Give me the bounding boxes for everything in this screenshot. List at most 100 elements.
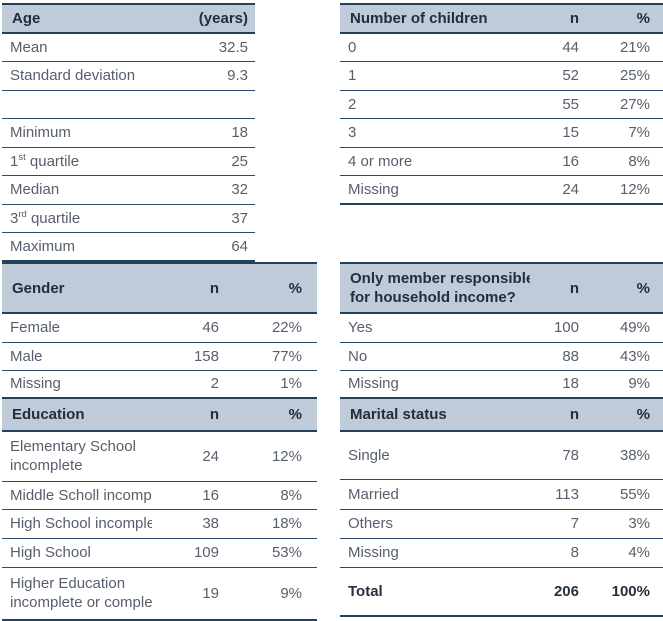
table-row: Missing 24 12% [340, 175, 663, 205]
row-pct: 9% [222, 567, 317, 621]
children-table: Number of children n % 0 44 21% 1 52 25%… [340, 3, 663, 205]
row-label: High School [2, 538, 152, 568]
n-column-header: n [530, 262, 585, 314]
row-label: Missing [340, 538, 530, 568]
n-column-header: n [530, 3, 585, 34]
row-label: 3rd quartile [2, 204, 179, 233]
row-pct: 1% [222, 370, 317, 399]
table-row: Maximum 64 [2, 232, 255, 262]
row-label: High School incomplete [2, 509, 152, 539]
row-n: 15 [530, 118, 585, 148]
row-value: 32.5 [179, 33, 255, 62]
row-n: 24 [152, 431, 222, 482]
row-n: 78 [530, 431, 585, 480]
row-value: 25 [179, 147, 255, 176]
table-row: Missing 18 9% [340, 370, 663, 399]
table-row: Others 7 3% [340, 509, 663, 539]
table-row: High School incomplete 38 18% [2, 509, 317, 539]
row-pct: 3% [585, 509, 663, 539]
n-column-header: n [152, 262, 222, 314]
row-value: 37 [179, 204, 255, 233]
table-row: Minimum 18 [2, 118, 255, 148]
row-label: Others [340, 509, 530, 539]
row-label: Female [2, 313, 152, 343]
pct-column-header: % [585, 262, 663, 314]
row-n: 18 [530, 370, 585, 399]
row-pct: 53% [222, 538, 317, 568]
row-pct: 43% [585, 342, 663, 371]
row-n: 100 [530, 313, 585, 343]
table-row: Median 32 [2, 175, 255, 205]
pct-column-header: % [585, 397, 663, 432]
age-table-unit-header: (years) [179, 3, 255, 34]
row-label: 1st quartile [2, 147, 179, 176]
row-n: 8 [530, 538, 585, 568]
row-pct: 4% [585, 538, 663, 568]
row-label: Missing [340, 370, 530, 399]
row-n: 88 [530, 342, 585, 371]
table-row: 1 52 25% [340, 61, 663, 91]
children-table-title: Number of children [340, 3, 530, 34]
row-label: Maximum [2, 232, 179, 262]
table-row: 3rd quartile 37 [2, 204, 255, 233]
row-n: 38 [152, 509, 222, 539]
table-row-blank [2, 90, 255, 119]
table-row: 4 or more 16 8% [340, 147, 663, 176]
row-n: 113 [530, 479, 585, 510]
gender-table-header-row: Gender n % [2, 262, 317, 314]
education-table-title: Education [2, 397, 152, 432]
n-column-header: n [152, 397, 222, 432]
row-n: 55 [530, 90, 585, 119]
row-label: Missing [340, 175, 530, 205]
income-table-header-row: Only member responsible for household in… [340, 262, 663, 314]
ordinal-suffix: rd [18, 208, 27, 220]
table-row: No 88 43% [340, 342, 663, 371]
row-label: Median [2, 175, 179, 205]
row-label: No [340, 342, 530, 371]
total-pct: 100% [585, 567, 663, 617]
row-n: 7 [530, 509, 585, 539]
row-pct: 38% [585, 431, 663, 480]
row-label: Higher Education incomplete or complete [2, 567, 152, 621]
row-value: 9.3 [179, 61, 255, 91]
row-label: 2 [340, 90, 530, 119]
row-label: Middle Scholl incomplete [2, 481, 152, 510]
table-row: Elementary School incomplete 24 12% [2, 431, 317, 482]
row-n: 52 [530, 61, 585, 91]
table-row: Female 46 22% [2, 313, 317, 343]
gender-table-title: Gender [2, 262, 152, 314]
row-n: 2 [152, 370, 222, 399]
row-n: 109 [152, 538, 222, 568]
row-label: Male [2, 342, 152, 371]
row-pct: 12% [222, 431, 317, 482]
row-label: Missing [2, 370, 152, 399]
row-n: 16 [152, 481, 222, 510]
row-label [2, 90, 179, 119]
row-label: 0 [340, 33, 530, 62]
income-marital-table: Only member responsible for household in… [340, 262, 663, 617]
table-row: High School 109 53% [2, 538, 317, 568]
row-value: 64 [179, 232, 255, 262]
row-label: Single [340, 431, 530, 480]
row-pct: 8% [222, 481, 317, 510]
row-value [179, 90, 255, 119]
table-row: Missing 8 4% [340, 538, 663, 568]
row-label: Yes [340, 313, 530, 343]
education-table-header-row: Education n % [2, 397, 317, 432]
table-row: Yes 100 49% [340, 313, 663, 343]
age-table-header-row: Age (years) [2, 3, 255, 34]
row-label: 1 [340, 61, 530, 91]
row-label: 3 [340, 118, 530, 148]
row-pct: 25% [585, 61, 663, 91]
row-pct: 27% [585, 90, 663, 119]
row-value: 18 [179, 118, 255, 148]
ordinal-suffix: st [18, 151, 26, 163]
table-row: Married 113 55% [340, 479, 663, 510]
row-value: 32 [179, 175, 255, 205]
row-pct: 77% [222, 342, 317, 371]
children-table-header-row: Number of children n % [340, 3, 663, 34]
table-row: Standard deviation 9.3 [2, 61, 255, 91]
table-row: Mean 32.5 [2, 33, 255, 62]
row-n: 44 [530, 33, 585, 62]
